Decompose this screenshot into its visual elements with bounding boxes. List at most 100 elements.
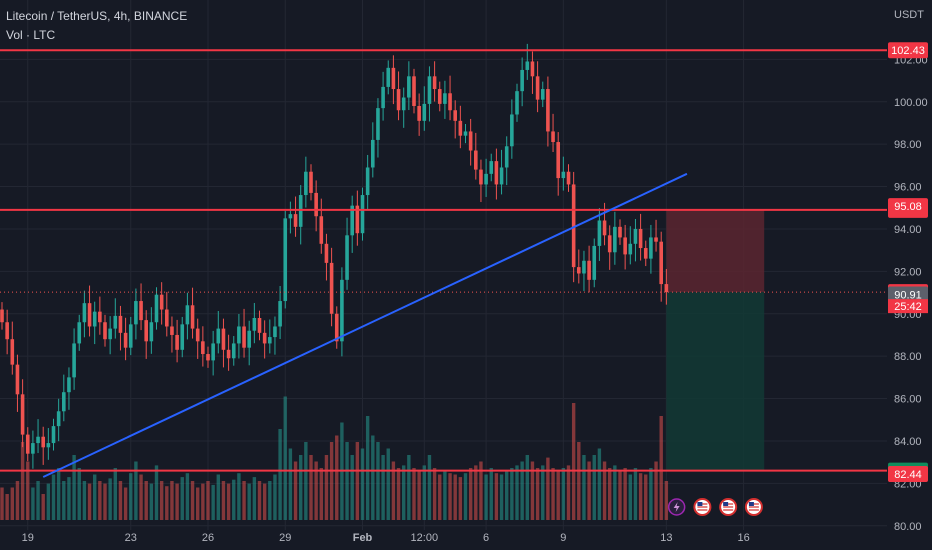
candle-body — [561, 171, 566, 179]
candle-body — [0, 309, 4, 323]
candle-body — [458, 120, 463, 136]
candle — [180, 316, 185, 358]
candle-body — [139, 301, 143, 321]
candle — [216, 311, 221, 354]
volume-bar — [72, 455, 76, 520]
volume-bar — [649, 468, 653, 520]
candle — [278, 285, 282, 339]
candle — [551, 113, 555, 153]
volume-bar — [345, 442, 349, 520]
marker-badge: 90.91 — [888, 286, 928, 303]
candle-body — [391, 67, 396, 90]
candle-body — [67, 377, 71, 393]
volume-bar — [113, 468, 117, 520]
candle-body — [195, 328, 200, 342]
candle-body — [360, 195, 365, 234]
candle — [237, 313, 241, 359]
volume-bar — [664, 481, 669, 520]
trendline — [42, 172, 688, 478]
volume-bar — [566, 465, 571, 520]
candle-body — [376, 108, 380, 140]
volume-bar — [123, 487, 128, 520]
volume-bar — [232, 479, 236, 520]
candle — [82, 290, 87, 338]
candle-body — [175, 334, 179, 350]
volume-bar — [247, 483, 251, 520]
price-scale — [887, 0, 932, 550]
candle — [108, 316, 112, 355]
candle — [566, 164, 571, 192]
x-tick-label: 12:00 — [411, 532, 439, 544]
volume-bar — [36, 481, 40, 520]
candle — [190, 287, 195, 339]
volume-bar — [206, 481, 210, 520]
volume-bar — [530, 461, 535, 520]
volume-bar — [535, 468, 540, 520]
candle — [582, 250, 586, 292]
volume-bar — [474, 465, 478, 520]
candle-body — [216, 328, 221, 344]
candle — [396, 71, 401, 121]
candle — [479, 159, 483, 203]
level-badge-text: 102.43 — [891, 45, 925, 57]
candle — [458, 105, 463, 149]
candle-body — [643, 248, 648, 259]
y-tick-label: 84.00 — [894, 436, 922, 448]
volume-bar — [443, 470, 447, 520]
volume-bar — [185, 473, 190, 520]
candle-body — [618, 226, 622, 238]
candle-body — [484, 173, 488, 185]
candle — [437, 81, 442, 112]
candle — [381, 71, 385, 121]
take-profit-zone — [666, 292, 765, 471]
volume-bar — [211, 484, 215, 520]
candle-body — [422, 103, 427, 121]
candle — [67, 367, 71, 410]
volume-bar — [216, 474, 220, 520]
candle-body — [556, 142, 560, 179]
candle — [159, 282, 164, 325]
candle — [298, 185, 303, 245]
candle — [195, 318, 200, 359]
volume-bar — [448, 473, 452, 520]
volume-bar — [654, 461, 658, 520]
volume-bar — [592, 455, 596, 520]
volume-bar — [515, 465, 519, 520]
candle — [56, 398, 61, 442]
volume-bar — [309, 455, 313, 520]
candle-body — [520, 69, 524, 92]
volume-bar — [31, 487, 35, 520]
candle-body — [36, 436, 40, 444]
volume-bar — [484, 474, 488, 520]
volume-bar — [628, 474, 632, 520]
candle-body — [51, 426, 56, 444]
candle — [288, 201, 293, 234]
volume-bar — [299, 455, 303, 520]
volume-bar — [10, 487, 14, 520]
y-tick-label: 96.00 — [894, 182, 922, 194]
volume-bar — [226, 483, 231, 520]
candle — [587, 245, 591, 293]
candle — [123, 317, 128, 361]
volume-bar — [644, 474, 648, 520]
volume-bar — [468, 468, 473, 520]
candle-body — [123, 332, 128, 348]
candle-body — [489, 161, 494, 174]
volume-bar — [479, 461, 483, 520]
candle-body — [371, 139, 375, 168]
marker-badge: 95.08 — [888, 198, 928, 215]
candle-body — [226, 349, 231, 359]
candle — [304, 156, 308, 208]
candle — [499, 149, 504, 195]
candle — [144, 310, 148, 359]
candle — [365, 154, 370, 211]
volume-bar — [0, 487, 4, 520]
volume-bar — [505, 470, 509, 520]
volume-bar — [520, 461, 524, 520]
candle — [520, 57, 524, 107]
candle-body — [602, 220, 607, 236]
volume-bar — [20, 442, 25, 520]
volume-bar — [262, 483, 267, 520]
volume-bar — [165, 486, 169, 520]
